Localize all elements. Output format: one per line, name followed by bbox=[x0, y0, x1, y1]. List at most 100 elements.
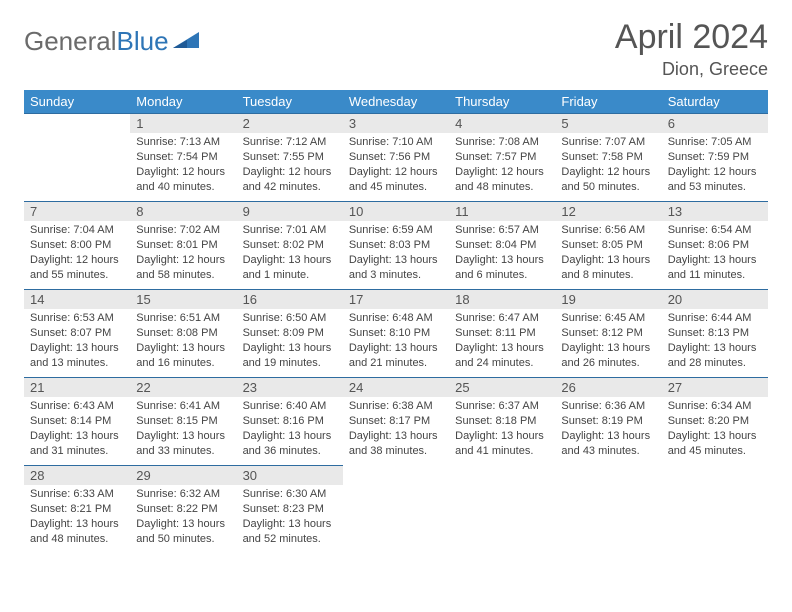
daylight-line: and 40 minutes. bbox=[136, 180, 230, 195]
day-number: 11 bbox=[449, 202, 555, 221]
sunrise-line: Sunrise: 7:08 AM bbox=[455, 135, 549, 150]
day-number: 19 bbox=[555, 290, 661, 309]
day-number: 20 bbox=[662, 290, 768, 309]
daylight-line: Daylight: 13 hours bbox=[561, 341, 655, 356]
daylight-line: and 19 minutes. bbox=[243, 356, 337, 371]
daylight-line: Daylight: 13 hours bbox=[30, 517, 124, 532]
day-body: Sunrise: 6:59 AMSunset: 8:03 PMDaylight:… bbox=[343, 221, 449, 286]
sunrise-line: Sunrise: 7:07 AM bbox=[561, 135, 655, 150]
daylight-line: Daylight: 13 hours bbox=[243, 429, 337, 444]
daylight-line: and 24 minutes. bbox=[455, 356, 549, 371]
sunrise-line: Sunrise: 6:44 AM bbox=[668, 311, 762, 326]
calendar-cell: 3Sunrise: 7:10 AMSunset: 7:56 PMDaylight… bbox=[343, 114, 449, 202]
sunset-line: Sunset: 8:21 PM bbox=[30, 502, 124, 517]
sunset-line: Sunset: 8:13 PM bbox=[668, 326, 762, 341]
day-number: 30 bbox=[237, 466, 343, 485]
day-body: Sunrise: 7:05 AMSunset: 7:59 PMDaylight:… bbox=[662, 133, 768, 198]
sunset-line: Sunset: 7:58 PM bbox=[561, 150, 655, 165]
weekday-header: Monday bbox=[130, 90, 236, 114]
calendar-cell: 7Sunrise: 7:04 AMSunset: 8:00 PMDaylight… bbox=[24, 202, 130, 290]
daylight-line: and 3 minutes. bbox=[349, 268, 443, 283]
sunset-line: Sunset: 7:55 PM bbox=[243, 150, 337, 165]
daylight-line: and 26 minutes. bbox=[561, 356, 655, 371]
calendar-cell: 12Sunrise: 6:56 AMSunset: 8:05 PMDayligh… bbox=[555, 202, 661, 290]
day-body: Sunrise: 6:54 AMSunset: 8:06 PMDaylight:… bbox=[662, 221, 768, 286]
calendar-cell: 18Sunrise: 6:47 AMSunset: 8:11 PMDayligh… bbox=[449, 290, 555, 378]
sunrise-line: Sunrise: 6:37 AM bbox=[455, 399, 549, 414]
daylight-line: Daylight: 13 hours bbox=[349, 429, 443, 444]
sunset-line: Sunset: 7:56 PM bbox=[349, 150, 443, 165]
day-body: Sunrise: 6:41 AMSunset: 8:15 PMDaylight:… bbox=[130, 397, 236, 462]
sunset-line: Sunset: 8:04 PM bbox=[455, 238, 549, 253]
day-number: 12 bbox=[555, 202, 661, 221]
sunrise-line: Sunrise: 6:38 AM bbox=[349, 399, 443, 414]
daylight-line: and 45 minutes. bbox=[349, 180, 443, 195]
sunset-line: Sunset: 8:07 PM bbox=[30, 326, 124, 341]
calendar-cell: 11Sunrise: 6:57 AMSunset: 8:04 PMDayligh… bbox=[449, 202, 555, 290]
daylight-line: Daylight: 13 hours bbox=[668, 253, 762, 268]
sunset-line: Sunset: 8:02 PM bbox=[243, 238, 337, 253]
day-body: Sunrise: 6:34 AMSunset: 8:20 PMDaylight:… bbox=[662, 397, 768, 462]
calendar-cell: 27Sunrise: 6:34 AMSunset: 8:20 PMDayligh… bbox=[662, 378, 768, 466]
day-number: 8 bbox=[130, 202, 236, 221]
day-number: 21 bbox=[24, 378, 130, 397]
day-body: Sunrise: 7:04 AMSunset: 8:00 PMDaylight:… bbox=[24, 221, 130, 286]
calendar-cell: 20Sunrise: 6:44 AMSunset: 8:13 PMDayligh… bbox=[662, 290, 768, 378]
daylight-line: and 28 minutes. bbox=[668, 356, 762, 371]
sunrise-line: Sunrise: 6:50 AM bbox=[243, 311, 337, 326]
day-body: Sunrise: 6:47 AMSunset: 8:11 PMDaylight:… bbox=[449, 309, 555, 374]
sunrise-line: Sunrise: 6:57 AM bbox=[455, 223, 549, 238]
day-body: Sunrise: 6:33 AMSunset: 8:21 PMDaylight:… bbox=[24, 485, 130, 550]
daylight-line: Daylight: 13 hours bbox=[455, 429, 549, 444]
sunrise-line: Sunrise: 7:12 AM bbox=[243, 135, 337, 150]
sunset-line: Sunset: 8:20 PM bbox=[668, 414, 762, 429]
daylight-line: and 41 minutes. bbox=[455, 444, 549, 459]
day-body: Sunrise: 7:07 AMSunset: 7:58 PMDaylight:… bbox=[555, 133, 661, 198]
day-number: 27 bbox=[662, 378, 768, 397]
sunset-line: Sunset: 7:54 PM bbox=[136, 150, 230, 165]
calendar-cell bbox=[343, 466, 449, 554]
weekday-header: Friday bbox=[555, 90, 661, 114]
sunrise-line: Sunrise: 6:53 AM bbox=[30, 311, 124, 326]
day-number: 10 bbox=[343, 202, 449, 221]
daylight-line: Daylight: 13 hours bbox=[349, 253, 443, 268]
sunrise-line: Sunrise: 7:05 AM bbox=[668, 135, 762, 150]
day-body: Sunrise: 6:37 AMSunset: 8:18 PMDaylight:… bbox=[449, 397, 555, 462]
sunset-line: Sunset: 8:14 PM bbox=[30, 414, 124, 429]
sunset-line: Sunset: 8:08 PM bbox=[136, 326, 230, 341]
daylight-line: and 33 minutes. bbox=[136, 444, 230, 459]
day-number: 22 bbox=[130, 378, 236, 397]
daylight-line: and 50 minutes. bbox=[561, 180, 655, 195]
calendar-cell: 23Sunrise: 6:40 AMSunset: 8:16 PMDayligh… bbox=[237, 378, 343, 466]
calendar-row: 28Sunrise: 6:33 AMSunset: 8:21 PMDayligh… bbox=[24, 466, 768, 554]
daylight-line: Daylight: 12 hours bbox=[30, 253, 124, 268]
sunset-line: Sunset: 8:23 PM bbox=[243, 502, 337, 517]
sunset-line: Sunset: 8:18 PM bbox=[455, 414, 549, 429]
day-body: Sunrise: 6:36 AMSunset: 8:19 PMDaylight:… bbox=[555, 397, 661, 462]
day-number: 4 bbox=[449, 114, 555, 133]
daylight-line: and 58 minutes. bbox=[136, 268, 230, 283]
daylight-line: and 21 minutes. bbox=[349, 356, 443, 371]
calendar-cell bbox=[24, 114, 130, 202]
location-label: Dion, Greece bbox=[615, 59, 768, 80]
day-number: 29 bbox=[130, 466, 236, 485]
sunrise-line: Sunrise: 7:01 AM bbox=[243, 223, 337, 238]
day-number: 15 bbox=[130, 290, 236, 309]
weekday-header: Saturday bbox=[662, 90, 768, 114]
daylight-line: and 45 minutes. bbox=[668, 444, 762, 459]
calendar-cell: 24Sunrise: 6:38 AMSunset: 8:17 PMDayligh… bbox=[343, 378, 449, 466]
sunset-line: Sunset: 8:00 PM bbox=[30, 238, 124, 253]
weekday-header: Sunday bbox=[24, 90, 130, 114]
brand-part2: Blue bbox=[117, 26, 169, 57]
calendar-cell: 6Sunrise: 7:05 AMSunset: 7:59 PMDaylight… bbox=[662, 114, 768, 202]
day-number: 14 bbox=[24, 290, 130, 309]
daylight-line: Daylight: 13 hours bbox=[30, 341, 124, 356]
sunset-line: Sunset: 8:09 PM bbox=[243, 326, 337, 341]
daylight-line: and 52 minutes. bbox=[243, 532, 337, 547]
calendar-cell: 17Sunrise: 6:48 AMSunset: 8:10 PMDayligh… bbox=[343, 290, 449, 378]
daylight-line: Daylight: 13 hours bbox=[668, 429, 762, 444]
day-body: Sunrise: 6:32 AMSunset: 8:22 PMDaylight:… bbox=[130, 485, 236, 550]
calendar-cell: 30Sunrise: 6:30 AMSunset: 8:23 PMDayligh… bbox=[237, 466, 343, 554]
daylight-line: and 48 minutes. bbox=[455, 180, 549, 195]
sunset-line: Sunset: 8:03 PM bbox=[349, 238, 443, 253]
